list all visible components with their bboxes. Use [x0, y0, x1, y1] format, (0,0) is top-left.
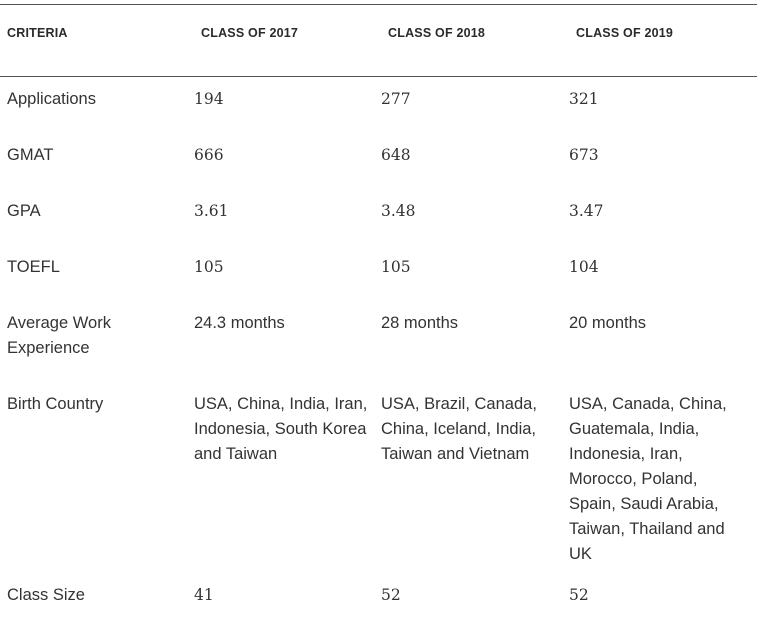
- row-value-2019: USA, Canada, China, Guatemala, India, In…: [569, 395, 727, 563]
- row-value-2017: 105: [194, 258, 224, 276]
- row-value-2017: 3.61: [194, 202, 229, 220]
- admissions-table: CRITERIA CLASS OF 2017 CLASS OF 2018 CLA…: [0, 4, 757, 613]
- table-row-applications: Applications 194 277 321: [0, 87, 757, 143]
- row-value-2018: 648: [381, 146, 411, 164]
- row-value-2017: 24.3 months: [194, 314, 285, 332]
- row-value-2019: 104: [569, 258, 599, 276]
- row-value-2019: 52: [569, 586, 589, 604]
- table-row-birth-country: Birth Country USA, China, India, Iran, I…: [0, 392, 757, 583]
- row-value-2017: 666: [194, 146, 224, 164]
- row-criteria: TOEFL: [7, 258, 60, 276]
- row-value-2018: 52: [381, 586, 401, 604]
- row-value-2018: USA, Brazil, Canada, China, Iceland, Ind…: [381, 395, 537, 463]
- row-value-2018: 3.48: [381, 202, 416, 220]
- row-criteria: GMAT: [7, 146, 54, 164]
- row-value-2019: 20 months: [569, 314, 647, 332]
- row-value-2017: 41: [194, 586, 214, 604]
- row-value-2019: 673: [569, 146, 599, 164]
- row-criteria: Birth Country: [7, 395, 104, 413]
- row-value-2017: 194: [194, 90, 224, 108]
- row-value-2019: 3.47: [569, 202, 604, 220]
- row-value-2018: 28 months: [381, 314, 459, 332]
- table-row-toefl: TOEFL 105 105 104: [0, 255, 757, 311]
- table-row-work-experience: Average Work Experience 24.3 months 28 m…: [0, 311, 757, 392]
- table-header-row: CRITERIA CLASS OF 2017 CLASS OF 2018 CLA…: [0, 5, 757, 77]
- row-value-2017: USA, China, India, Iran, Indonesia, Sout…: [194, 395, 368, 463]
- header-criteria: CRITERIA: [7, 26, 68, 40]
- row-criteria: GPA: [7, 202, 41, 220]
- row-criteria: Class Size: [7, 586, 85, 604]
- header-class-2018: CLASS OF 2018: [388, 26, 486, 40]
- header-class-2017: CLASS OF 2017: [201, 26, 299, 40]
- table-row-gmat: GMAT 666 648 673: [0, 143, 757, 199]
- row-criteria: Applications: [7, 90, 96, 108]
- table-row-gpa: GPA 3.61 3.48 3.47: [0, 199, 757, 255]
- row-value-2018: 277: [381, 90, 411, 108]
- row-criteria: Average Work Experience: [7, 314, 111, 357]
- row-value-2019: 321: [569, 90, 599, 108]
- row-value-2018: 105: [381, 258, 411, 276]
- header-class-2019: CLASS OF 2019: [576, 26, 674, 40]
- table-row-class-size: Class Size 41 52 52: [0, 583, 757, 623]
